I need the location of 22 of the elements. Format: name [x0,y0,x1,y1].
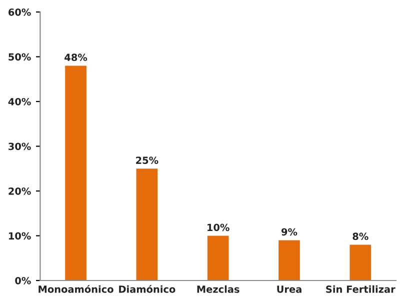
data-label: 25% [136,156,158,164]
bar [207,236,229,280]
x-tick-label: Mezclas [197,285,240,293]
data-label: 8% [352,232,368,240]
data-label: 9% [281,228,298,236]
bar [136,168,158,280]
data-label: 48% [64,54,88,62]
bar [350,244,372,280]
y-tick-label: 30% [8,142,31,150]
y-tick-label: 20% [8,187,31,195]
x-tick-label: Monoamónico [38,284,114,293]
x-tick-label: Sin Fertilizar [326,285,396,293]
x-tick-label: Urea [277,286,302,293]
bar [65,66,86,280]
x-tick-label: Diamónico [119,284,176,293]
y-tick-label: 10% [9,232,31,240]
y-tick-label: 40% [8,98,31,106]
data-label: 10% [208,224,230,232]
bar [278,240,300,280]
y-tick-label: 50% [8,53,31,61]
y-tick-label: 60% [8,8,31,16]
y-tick-label: 0% [15,276,31,284]
